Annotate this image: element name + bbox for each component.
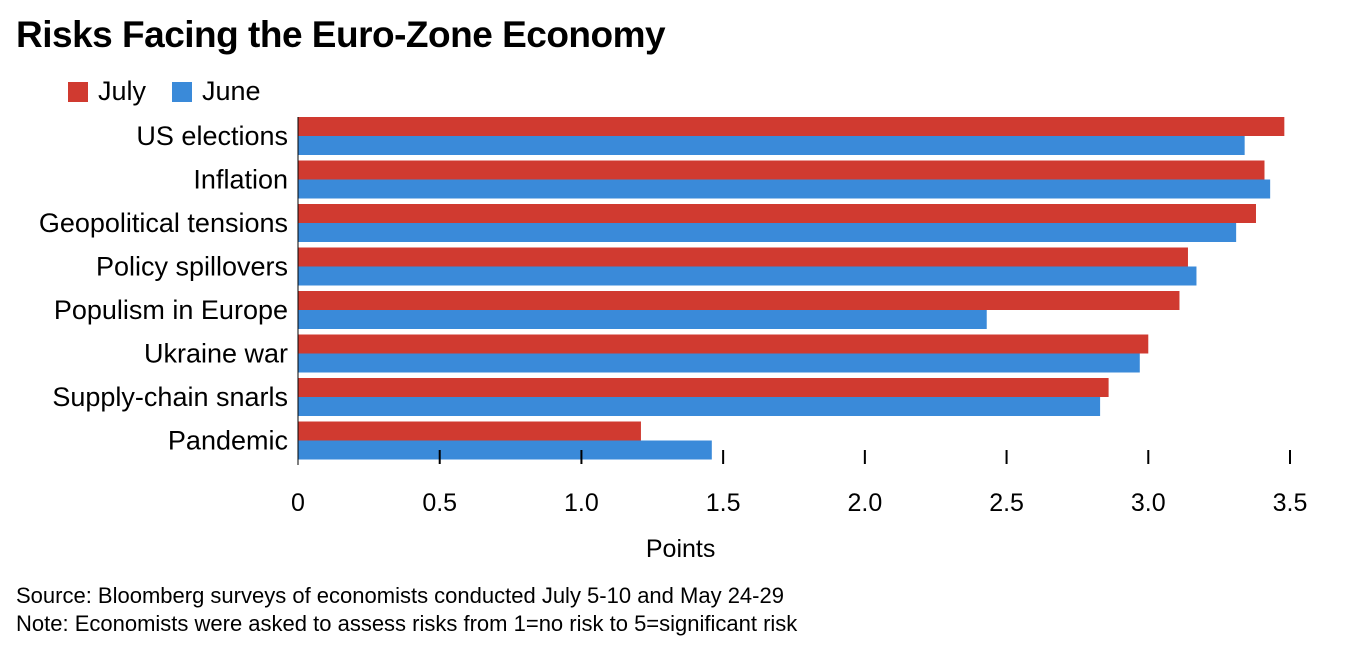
- bar-june-populism-in-europe: [298, 310, 987, 329]
- bar-july-populism-in-europe: [298, 291, 1180, 310]
- bar-july-supply-chain-snarls: [298, 378, 1109, 397]
- x-tick-label-3-5: 3.5: [1273, 489, 1308, 517]
- category-label-inflation: Inflation: [193, 165, 288, 195]
- category-label-ukraine-war: Ukraine war: [144, 339, 288, 369]
- x-tick-label-2-5: 2.5: [989, 489, 1024, 517]
- bar-june-supply-chain-snarls: [298, 397, 1101, 416]
- category-label-policy-spillovers: Policy spillovers: [96, 252, 288, 282]
- chart-title: Risks Facing the Euro-Zone Economy: [16, 14, 666, 55]
- bar-july-geopolitical-tensions: [298, 204, 1256, 223]
- x-tick-label-1-5: 1.5: [706, 489, 741, 517]
- x-tick-label-0-5: 0.5: [422, 489, 457, 517]
- x-tick-label-0: 0: [291, 489, 305, 517]
- bar-july-policy-spillovers: [298, 247, 1188, 267]
- category-label-us-elections: US elections: [136, 121, 288, 151]
- category-label-geopolitical-tensions: Geopolitical tensions: [39, 208, 288, 238]
- x-tick-label-1-0: 1.0: [564, 489, 599, 517]
- bar-chart: US elections Inflation Geopolitical tensio…: [39, 117, 1308, 563]
- legend-label-june: June: [202, 76, 261, 106]
- legend-swatch-june: [172, 81, 193, 102]
- methodology-note: Note: Economists were asked to assess ri…: [16, 611, 798, 636]
- legend-item-july: July: [68, 76, 146, 107]
- bar-june-ukraine-war: [298, 353, 1140, 373]
- category-label-pandemic: Pandemic: [168, 426, 288, 456]
- bar-june-geopolitical-tensions: [298, 223, 1237, 242]
- footer: Source: Bloomberg surveys of economists …: [16, 582, 797, 638]
- category-label-supply-chain-snarls: Supply-chain snarls: [52, 382, 288, 412]
- bar-july-pandemic: [298, 421, 641, 441]
- legend-item-june: June: [172, 76, 261, 107]
- legend: July June: [68, 76, 287, 107]
- category-label-populism-in-europe: Populism in Europe: [54, 295, 288, 325]
- x-tick-label-3-0: 3.0: [1131, 489, 1166, 517]
- legend-label-july: July: [98, 76, 147, 106]
- bar-june-inflation: [298, 179, 1271, 199]
- bar-july-us-elections: [298, 117, 1285, 136]
- legend-swatch-july: [68, 81, 88, 102]
- bar-july-inflation: [298, 160, 1265, 180]
- x-tick-label-2-0: 2.0: [847, 489, 882, 517]
- source-note: Source: Bloomberg surveys of economists …: [16, 583, 784, 608]
- bar-june-us-elections: [298, 136, 1245, 155]
- bar-june-pandemic: [298, 440, 712, 460]
- bar-july-ukraine-war: [298, 334, 1149, 354]
- bar-june-policy-spillovers: [298, 266, 1197, 286]
- x-axis-title: Points: [646, 535, 715, 563]
